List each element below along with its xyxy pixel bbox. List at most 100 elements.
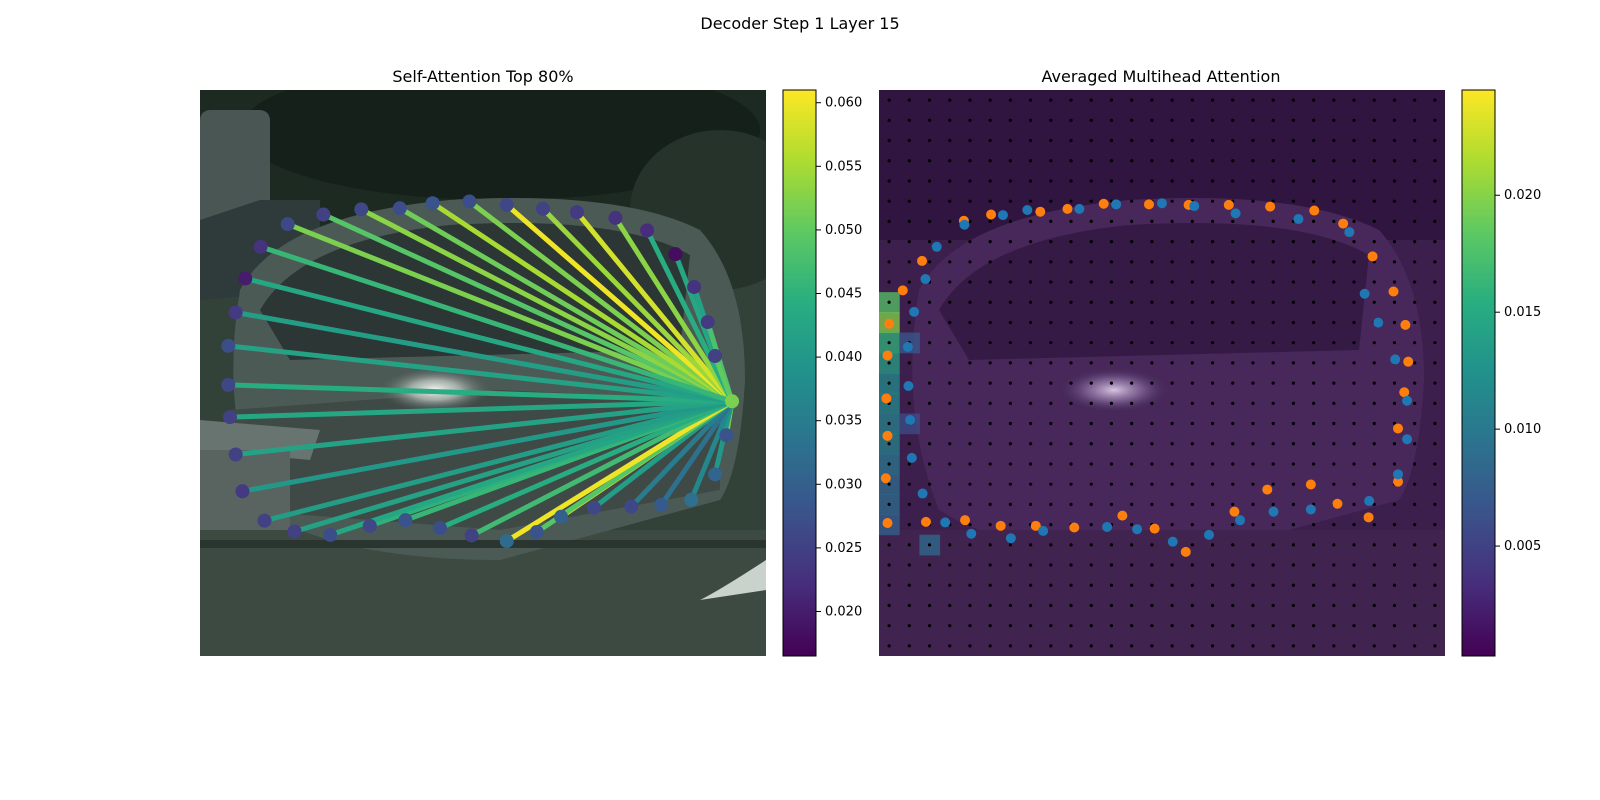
grid-dot	[1069, 219, 1073, 223]
colorbar-tick-label: 0.040	[825, 350, 862, 365]
grid-dot	[1170, 603, 1174, 608]
grid-dot	[1210, 563, 1215, 567]
grid-dot	[1392, 159, 1397, 163]
grid-dot	[1271, 583, 1275, 587]
grid-dot	[907, 179, 911, 183]
colorbar-tick-label: 0.030	[825, 477, 862, 492]
grid-dot	[1392, 502, 1397, 506]
grid-dot	[948, 300, 952, 304]
grid-dot	[1170, 199, 1174, 203]
grid-dot	[1130, 179, 1134, 183]
grid-dot	[1170, 482, 1174, 486]
grid-dot	[907, 644, 911, 648]
grid-dot	[1332, 462, 1336, 466]
vertex-dot	[586, 500, 601, 515]
grid-dot	[1109, 320, 1114, 325]
grid-dot	[1392, 300, 1397, 304]
grid-dot	[1089, 341, 1093, 345]
grid-dot	[1049, 280, 1053, 284]
grid-dot	[1029, 280, 1033, 284]
grid-dot	[887, 462, 891, 466]
grid-dot	[1109, 240, 1114, 244]
attention-line	[259, 244, 733, 404]
grid-dot	[1231, 462, 1235, 466]
grid-dot	[1231, 603, 1235, 608]
polygon-vertices	[221, 194, 740, 549]
grid-dot	[1008, 280, 1012, 284]
grid-dot	[988, 644, 992, 648]
target-vertex	[1189, 201, 1200, 212]
grid-dot	[887, 341, 891, 345]
attention-line	[286, 221, 733, 404]
grid-dot	[968, 260, 972, 264]
grid-dot	[1069, 138, 1073, 143]
grid-dot	[1271, 442, 1275, 446]
grid-dot	[1008, 563, 1012, 567]
grid-dot	[1372, 219, 1376, 223]
grid-dot	[927, 421, 932, 426]
grid-dot	[988, 523, 992, 527]
vertex-dot	[354, 202, 369, 217]
grid-dot	[1008, 118, 1012, 122]
grid-dot	[1433, 401, 1437, 405]
grid-dot	[1109, 583, 1114, 587]
grid-dot	[1332, 401, 1336, 405]
grid-dot	[1413, 421, 1417, 426]
grid-dot	[1029, 361, 1033, 365]
grid-dot	[1231, 341, 1235, 345]
grid-dot	[1069, 603, 1073, 608]
grid-dot	[927, 300, 932, 304]
grid-dot	[1089, 603, 1093, 608]
predicted-vertex	[960, 515, 971, 526]
grid-dot	[1372, 442, 1376, 446]
grid-dot	[1170, 98, 1174, 102]
grid-dot	[1413, 240, 1417, 244]
grid-dot	[1190, 401, 1194, 405]
grid-dot	[1413, 341, 1417, 345]
grid-dot	[1150, 260, 1154, 264]
grid-dot	[1190, 381, 1194, 385]
grid-dot	[1210, 361, 1215, 365]
grid-dot	[1049, 543, 1053, 547]
grid-dot	[1231, 442, 1235, 446]
grid-dot	[1271, 361, 1275, 365]
vertex-dot	[499, 197, 514, 212]
grid-dot	[907, 361, 911, 365]
colorbar-tick-label: 0.025	[825, 541, 862, 556]
grid-dot	[1433, 583, 1437, 587]
attention-line	[467, 199, 734, 404]
target-vertex	[1038, 525, 1049, 536]
grid-dot	[1231, 482, 1235, 486]
grid-dot	[927, 240, 932, 244]
grid-dot	[1271, 624, 1275, 628]
colorbar-tick-label: 0.060	[825, 96, 862, 111]
grid-dot	[968, 320, 972, 325]
grid-dot	[1231, 260, 1235, 264]
vertex-dot	[535, 201, 550, 216]
grid-dot	[1130, 240, 1134, 244]
target-vertex	[1359, 288, 1370, 299]
grid-dot	[1312, 320, 1316, 325]
grid-dot	[1069, 583, 1073, 587]
target-vertex	[1102, 521, 1113, 532]
grid-dot	[1231, 624, 1235, 628]
grid-dot	[1109, 138, 1114, 143]
grid-dot	[1332, 260, 1336, 264]
vertex-dot	[624, 499, 639, 514]
grid-dot	[948, 482, 952, 486]
attention-line	[235, 398, 733, 457]
grid-dot	[1392, 179, 1397, 183]
grid-dot	[1332, 118, 1336, 122]
vertex-dot	[464, 528, 479, 543]
grid-dot	[1029, 583, 1033, 587]
grid-dot	[1170, 300, 1174, 304]
grid-dot	[1130, 462, 1134, 466]
figure-title: Decoder Step 1 Layer 15	[700, 14, 899, 33]
grid-dot	[1210, 159, 1215, 163]
grid-dot	[927, 219, 932, 223]
vertex-dot	[280, 217, 295, 232]
grid-dot	[1089, 300, 1093, 304]
grid-dot	[1433, 341, 1437, 345]
target-vertex	[1364, 495, 1375, 506]
